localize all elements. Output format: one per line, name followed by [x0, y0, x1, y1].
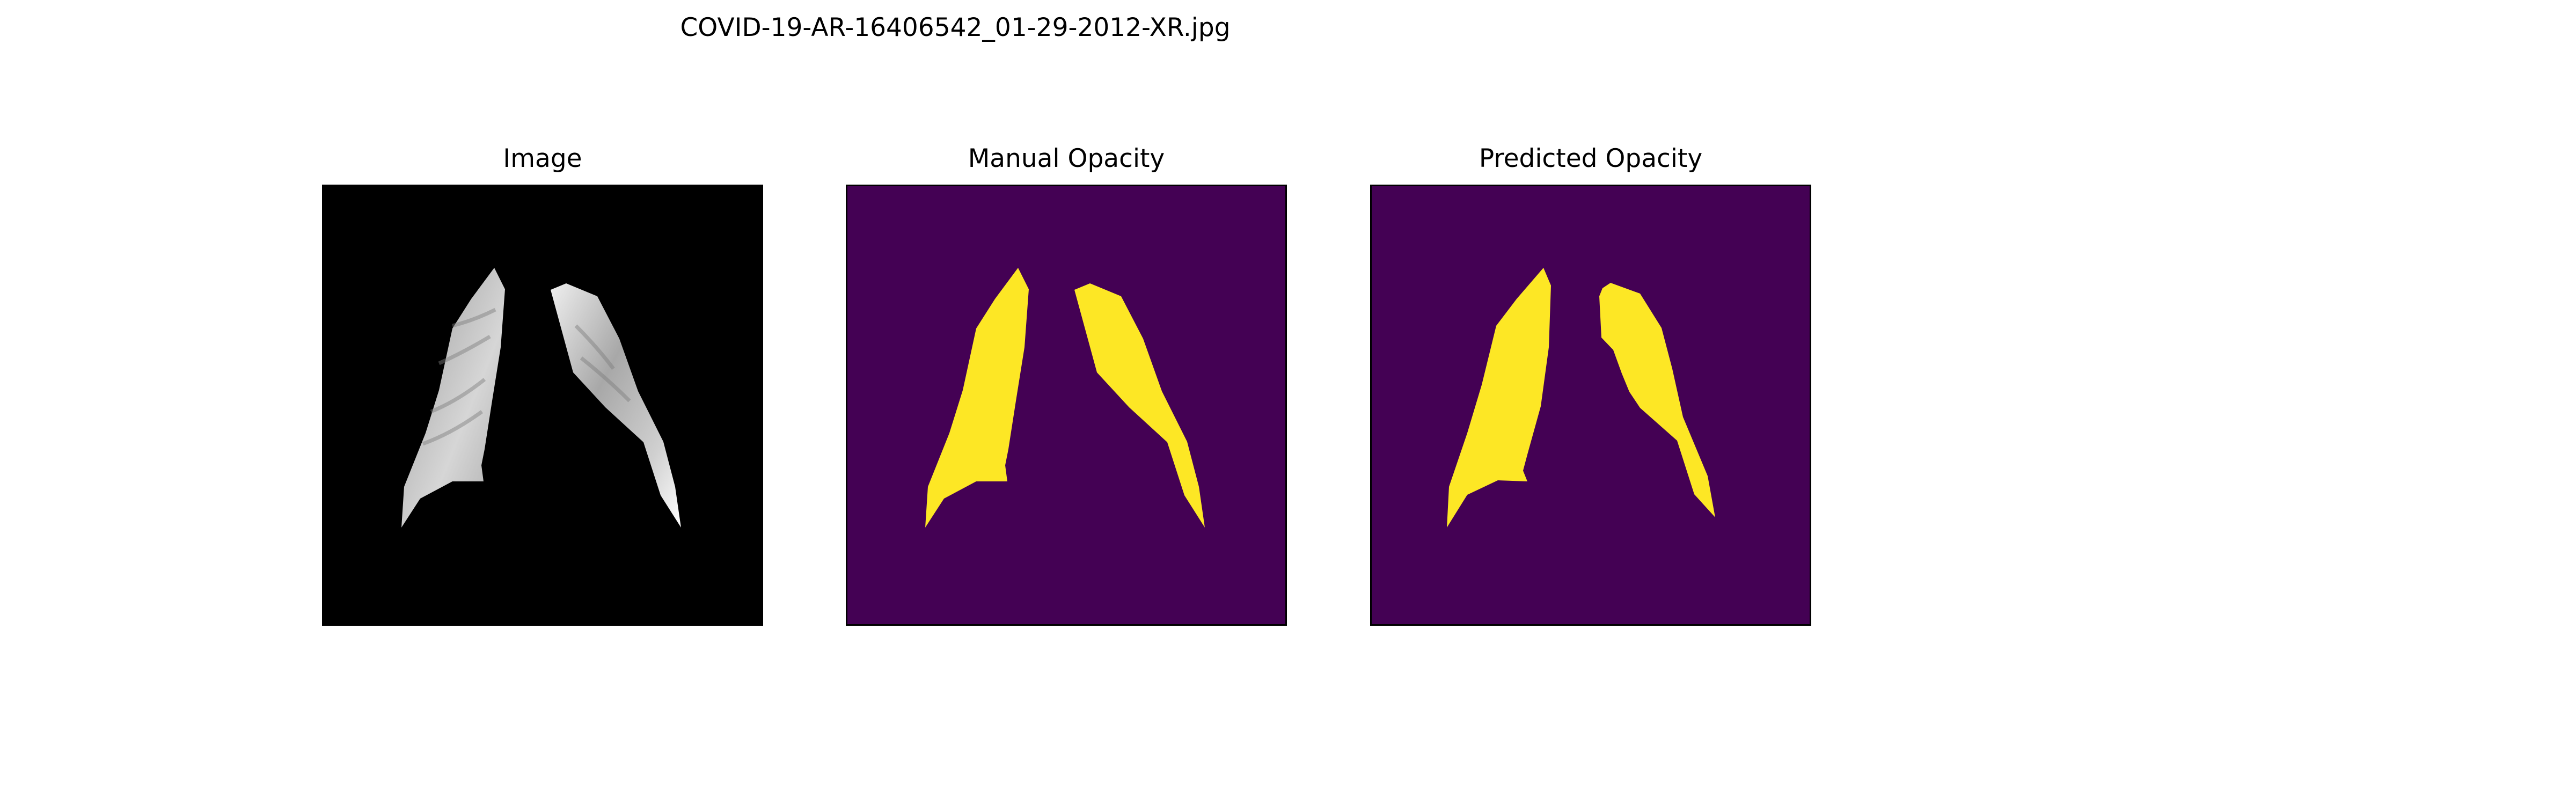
panel-title-predicted-opacity: Predicted Opacity	[1479, 144, 1703, 173]
panel-title-manual-opacity: Manual Opacity	[968, 144, 1165, 173]
panel-predicted-opacity: Predicted Opacity	[1370, 142, 1811, 626]
predicted-opacity-mask	[1372, 186, 1810, 624]
manual-opacity-mask	[847, 186, 1285, 624]
predicted-opacity-axes	[1370, 185, 1811, 626]
xray-right-lung	[551, 283, 681, 528]
predicted-left-lung-mask	[1447, 268, 1551, 528]
manual-right-lung-mask	[1074, 283, 1205, 528]
manual-opacity-axes	[846, 185, 1287, 626]
xray-left-lung	[401, 268, 505, 528]
xray-lungs-image	[324, 186, 762, 624]
figure-title: COVID-19-AR-16406542_01-29-2012-XR.jpg	[680, 13, 1231, 42]
image-axes	[322, 185, 763, 626]
predicted-right-lung-mask	[1599, 283, 1715, 517]
panel-title-image: Image	[503, 144, 582, 173]
panel-manual-opacity: Manual Opacity	[846, 142, 1287, 626]
panel-image: Image	[322, 142, 763, 626]
manual-left-lung-mask	[925, 268, 1029, 528]
